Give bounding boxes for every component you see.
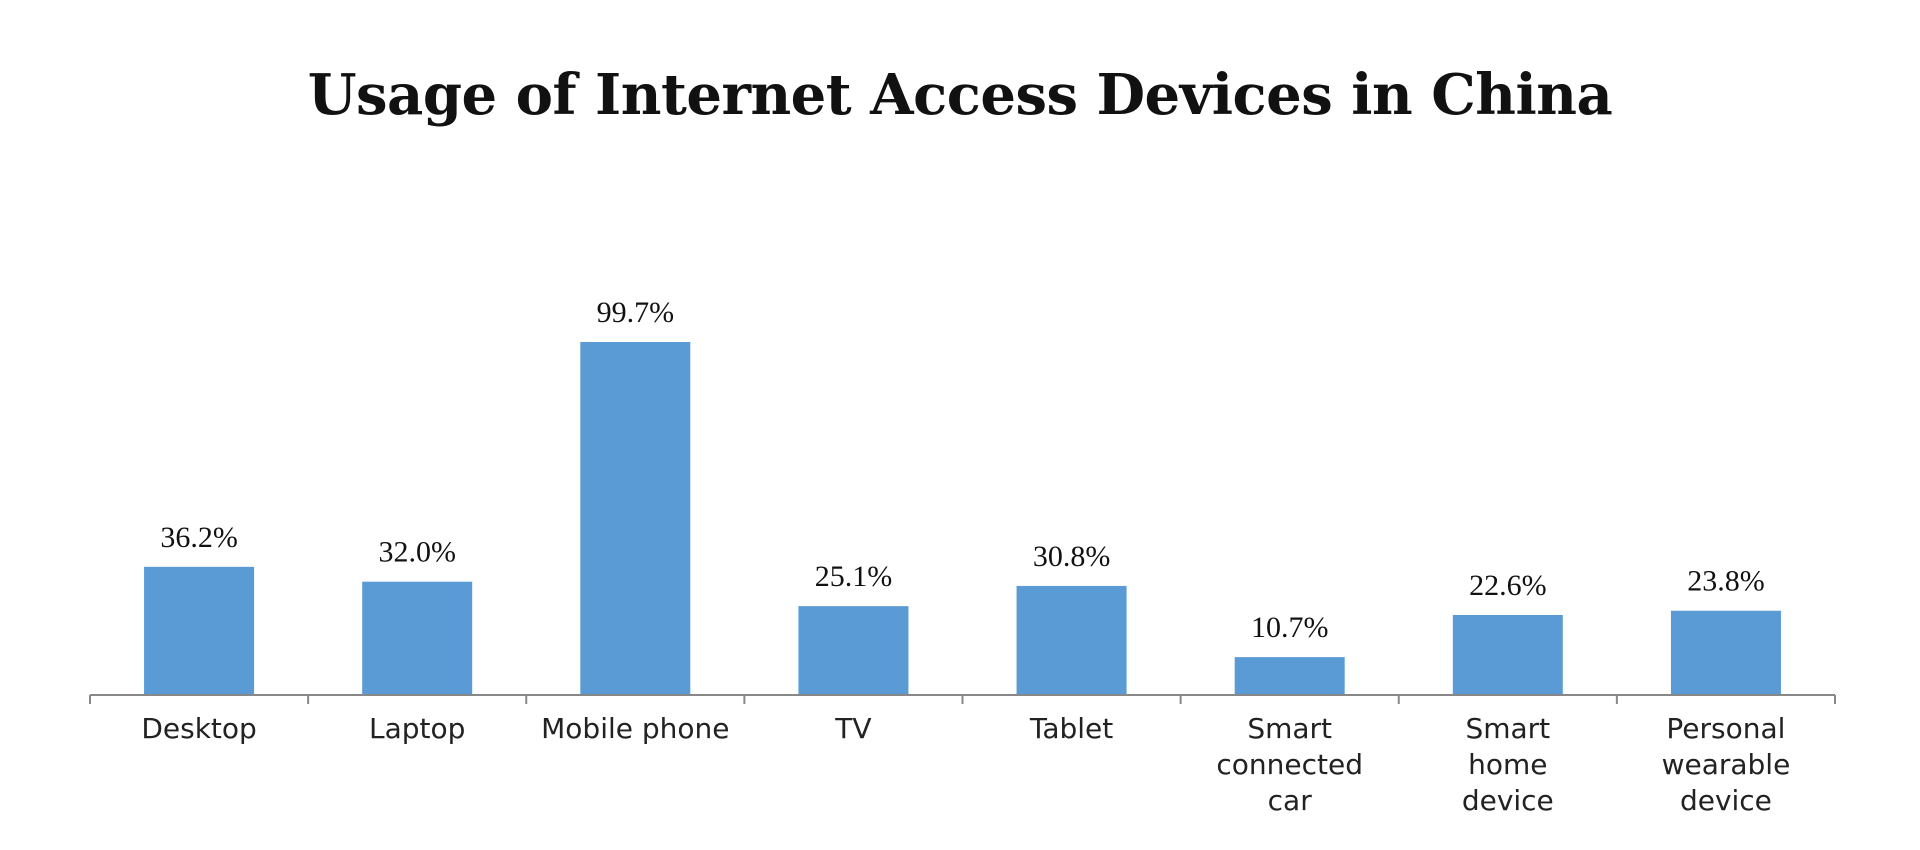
- labels-layer: 36.2% Desktop 32.0% Laptop 99.7% Mobile phone…: [141, 296, 1790, 817]
- bar: [1670, 610, 1781, 695]
- bar: [798, 606, 909, 695]
- data-label: 32.0%: [378, 536, 456, 569]
- bar: [362, 581, 473, 695]
- data-label: 99.7%: [597, 296, 675, 329]
- bar: [144, 566, 255, 695]
- x-tick-label: Desktop: [141, 712, 256, 745]
- bar: [1016, 585, 1127, 695]
- x-tick-label: Mobile phone: [541, 712, 729, 745]
- x-tick-label: Laptop: [369, 712, 465, 745]
- data-label: 10.7%: [1251, 611, 1329, 644]
- bar: [1452, 614, 1563, 695]
- x-tick-label: device: [1680, 784, 1772, 817]
- x-tick-label: home: [1468, 748, 1547, 781]
- x-tick-label: Tablet: [1029, 712, 1113, 745]
- data-label: 25.1%: [815, 560, 893, 593]
- x-tick-label: wearable: [1662, 748, 1791, 781]
- x-tick-label: Smart: [1465, 712, 1550, 745]
- x-tick-label: TV: [834, 712, 871, 745]
- data-label: 36.2%: [160, 521, 238, 554]
- bars-layer: [144, 342, 1781, 695]
- x-tick-label: connected: [1216, 748, 1363, 781]
- x-axis: [89, 694, 1836, 704]
- data-label: 30.8%: [1033, 540, 1111, 573]
- data-label: 23.8%: [1687, 565, 1765, 598]
- data-label: 22.6%: [1469, 569, 1547, 602]
- x-tick-label: Personal: [1666, 712, 1785, 745]
- x-tick-label: car: [1268, 784, 1313, 817]
- x-tick-label: Smart: [1247, 712, 1332, 745]
- bar: [580, 342, 691, 695]
- x-tick-label: device: [1462, 784, 1554, 817]
- bar: [1234, 657, 1345, 695]
- chart-title: Usage of Internet Access Devices in Chin…: [307, 62, 1613, 128]
